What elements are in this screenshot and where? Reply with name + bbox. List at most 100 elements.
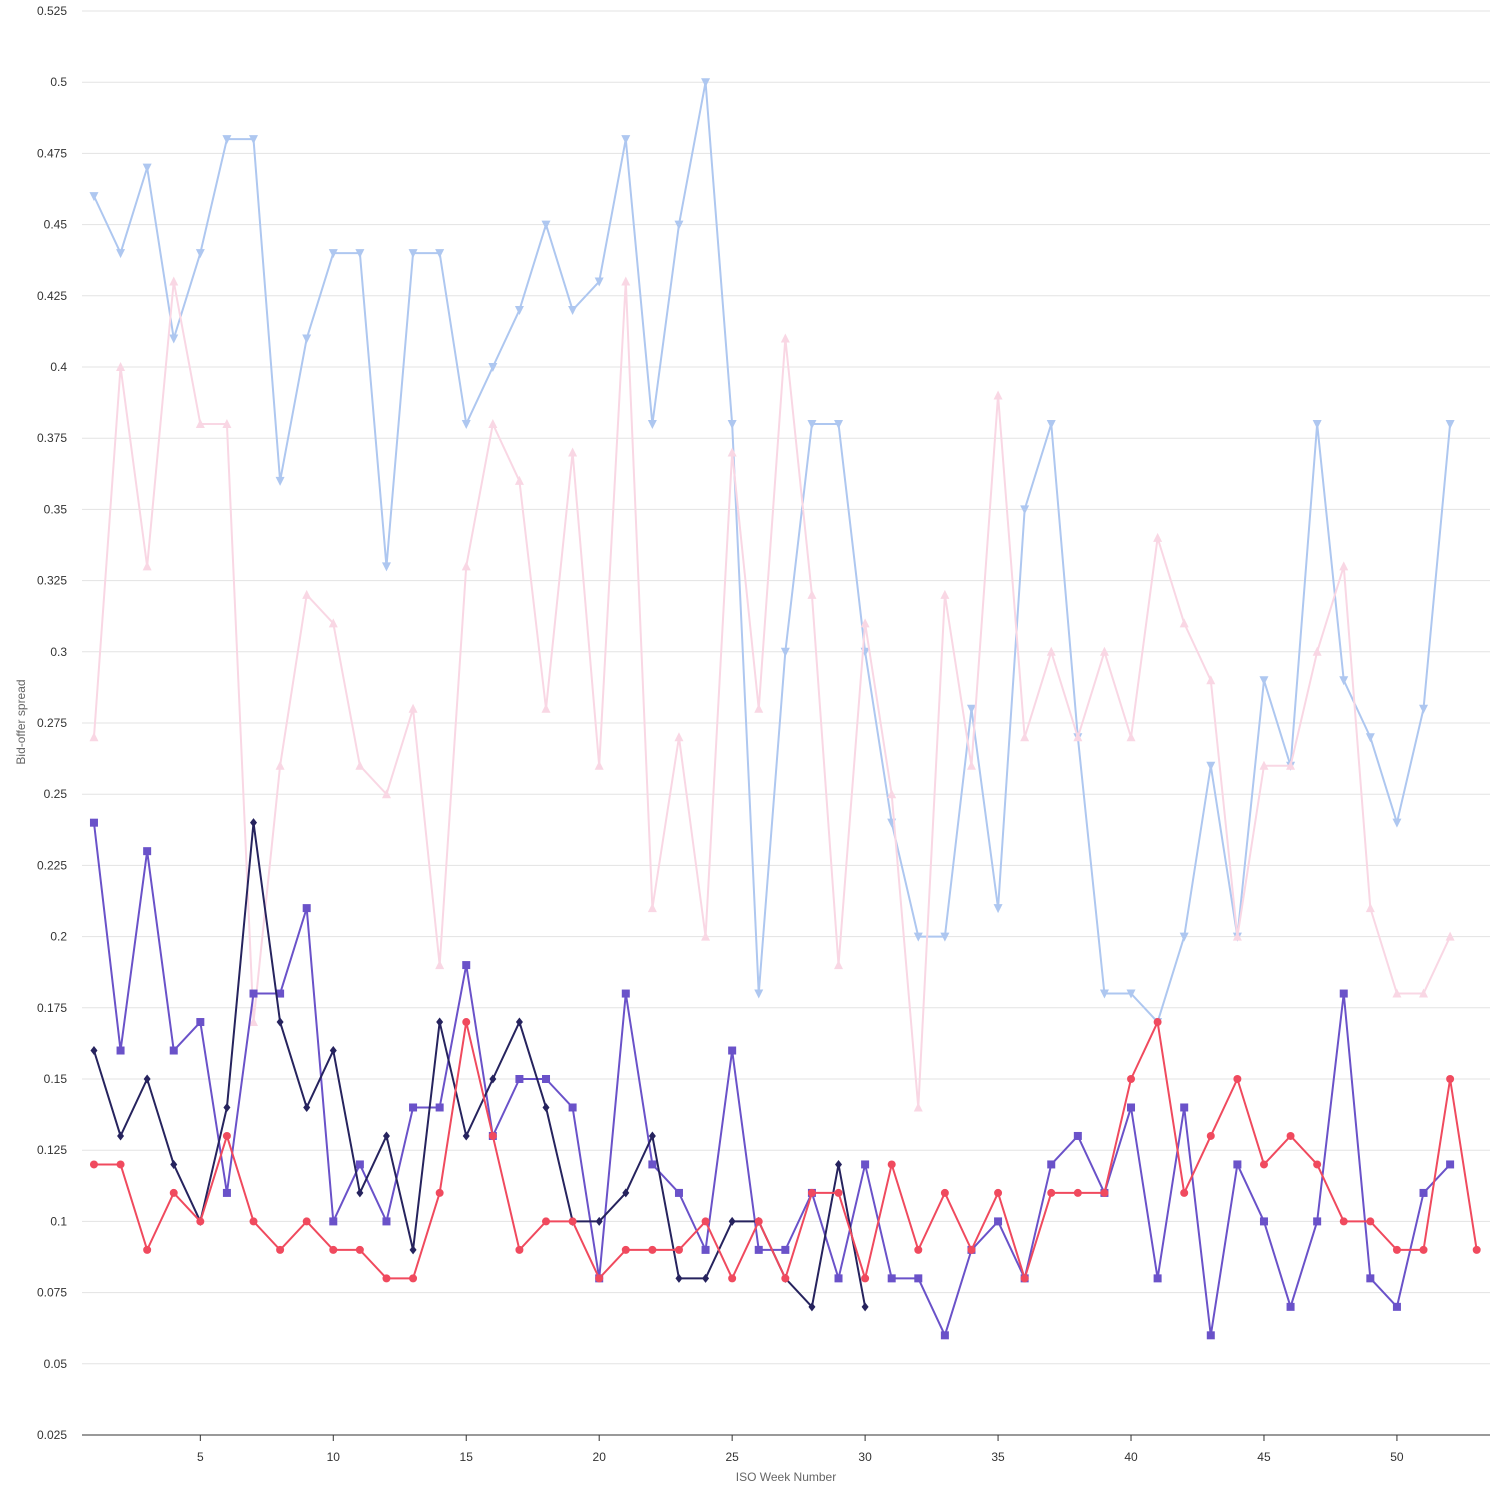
data-point	[754, 1245, 763, 1254]
data-point	[1419, 1245, 1428, 1254]
data-point	[648, 1245, 657, 1254]
data-point	[1073, 732, 1083, 742]
data-point	[993, 904, 1003, 914]
data-point	[169, 1046, 178, 1055]
data-point	[1127, 1103, 1136, 1112]
data-point	[994, 1188, 1003, 1197]
data-point	[195, 249, 205, 259]
data-point	[1313, 1160, 1322, 1169]
data-point	[621, 135, 631, 145]
data-point	[781, 1245, 790, 1254]
data-point	[1179, 932, 1189, 942]
data-point	[249, 1217, 258, 1226]
data-point	[966, 760, 976, 770]
data-point	[328, 249, 338, 259]
data-point	[780, 333, 790, 343]
data-point	[1312, 646, 1322, 656]
data-point	[1153, 532, 1163, 542]
x-tick-label: 5	[197, 1450, 204, 1464]
data-point	[808, 1302, 816, 1312]
data-point	[1206, 761, 1216, 771]
y-tick-label: 0.15	[44, 1072, 68, 1086]
data-point	[355, 1245, 364, 1254]
data-point	[648, 1131, 656, 1141]
data-point	[143, 847, 152, 856]
data-point	[541, 703, 551, 713]
data-point	[834, 1274, 843, 1283]
data-point	[249, 135, 259, 145]
data-point	[116, 1046, 125, 1055]
data-point	[488, 418, 498, 428]
data-point	[1259, 1160, 1268, 1169]
data-point	[488, 363, 498, 372]
data-point	[1286, 760, 1296, 770]
data-point	[302, 589, 312, 599]
data-point	[1127, 1075, 1136, 1083]
x-tick-label: 20	[593, 1450, 607, 1464]
data-point	[1259, 676, 1269, 686]
data-point	[1313, 1217, 1322, 1226]
x-tick-label: 35	[991, 1450, 1005, 1464]
y-tick-label: 0.425	[37, 289, 67, 303]
data-point	[1365, 733, 1375, 743]
data-point	[834, 960, 844, 970]
data-point	[1312, 419, 1322, 429]
data-point	[1099, 989, 1109, 999]
y-axis: 0.025 0.05 0.075 0.1 0.125 0.15 0.175 0.2 0.225 0…	[37, 4, 67, 1442]
data-point	[621, 276, 631, 286]
data-point	[382, 1274, 391, 1283]
data-point	[647, 903, 657, 913]
y-tick-label: 0.325	[37, 574, 67, 588]
data-point	[1179, 618, 1189, 628]
data-point	[409, 1103, 418, 1112]
y-tick-label: 0.275	[37, 716, 67, 730]
x-tick-label: 30	[858, 1450, 872, 1464]
data-point	[329, 1245, 338, 1254]
data-point	[143, 1074, 151, 1084]
x-ticks: 5 10 15 20 25 30 35 40 45 50	[197, 1435, 1404, 1464]
data-point	[1100, 1188, 1109, 1197]
data-point	[222, 1188, 231, 1197]
data-point	[542, 1217, 551, 1226]
data-point	[329, 1046, 337, 1056]
x-tick-label: 50	[1390, 1450, 1404, 1464]
data-point	[1419, 988, 1429, 998]
series-5	[89, 1018, 1481, 1283]
data-point	[701, 1245, 710, 1254]
data-point	[435, 1103, 444, 1112]
data-point	[355, 1160, 364, 1169]
data-point	[355, 249, 365, 259]
data-point	[1153, 1018, 1162, 1027]
data-point	[675, 1273, 683, 1283]
data-point	[1392, 1245, 1401, 1254]
data-point	[382, 1131, 390, 1141]
data-point	[754, 703, 764, 713]
data-point	[222, 135, 232, 145]
data-point	[674, 1188, 683, 1197]
data-point	[275, 476, 285, 486]
data-point	[701, 1217, 710, 1226]
data-point	[276, 989, 285, 998]
data-point	[409, 1245, 417, 1255]
data-point	[674, 220, 684, 230]
data-point	[1259, 1217, 1268, 1226]
series-1	[89, 78, 1455, 1028]
data-point	[409, 1274, 418, 1283]
data-point	[222, 1131, 231, 1140]
data-point	[1392, 1302, 1401, 1311]
y-tick-label: 0.3	[50, 645, 67, 659]
data-point	[461, 419, 471, 429]
x-tick-label: 45	[1257, 1450, 1271, 1464]
data-point	[1419, 704, 1429, 714]
data-point	[116, 249, 126, 259]
data-point	[381, 789, 391, 799]
data-point	[754, 989, 764, 999]
data-point	[462, 1018, 471, 1027]
x-tick-label: 40	[1124, 1450, 1138, 1464]
data-point	[914, 1245, 923, 1254]
y-tick-label: 0.2	[50, 930, 67, 944]
data-point	[249, 989, 258, 998]
y-tick-label: 0.4	[50, 360, 67, 374]
data-point	[249, 1017, 259, 1027]
data-point	[275, 760, 285, 770]
